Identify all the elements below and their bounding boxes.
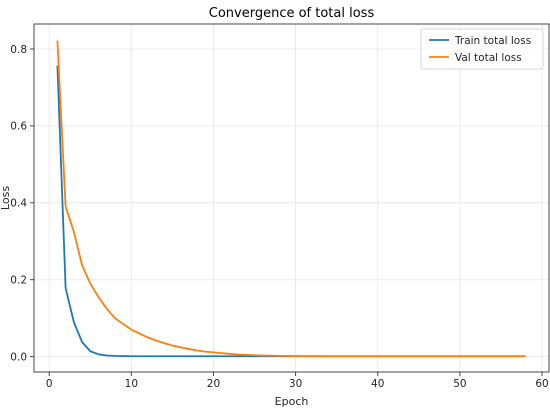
- x-tick-label: 50: [453, 378, 466, 390]
- x-tick-label: 40: [371, 378, 384, 390]
- y-axis-label: Loss: [0, 186, 12, 210]
- x-tick-label: 20: [207, 378, 220, 390]
- series-line-1: [56, 40, 526, 358]
- series-line-0: [56, 65, 526, 358]
- y-tick-label: 0.4: [10, 198, 27, 210]
- grid: [34, 24, 549, 372]
- legend-box: [420, 28, 544, 70]
- axes-frame: [33, 23, 550, 373]
- x-tick-label: 60: [535, 378, 548, 390]
- y-tick-label: 0.0: [10, 351, 27, 363]
- y-tick-label: 0.2: [10, 275, 27, 287]
- x-tick-label: 10: [125, 378, 138, 390]
- x-tick-label: 30: [289, 378, 302, 390]
- x-tick-label: 0: [46, 378, 53, 390]
- series-lines: [56, 40, 526, 358]
- chart-title: Convergence of total loss: [209, 6, 375, 21]
- y-tick-label: 0.6: [10, 121, 27, 133]
- x-axis-label: Epoch: [275, 395, 309, 408]
- ticks: 0 10 20 30 40 50 60 0.0 0.2 0.4 0.6 0.8: [10, 44, 548, 390]
- legend-label-train: Train total loss: [454, 35, 531, 47]
- legend-label-val: Val total loss: [455, 52, 522, 64]
- legend: Train total loss Val total loss: [420, 28, 544, 70]
- y-tick-label: 0.8: [10, 44, 27, 56]
